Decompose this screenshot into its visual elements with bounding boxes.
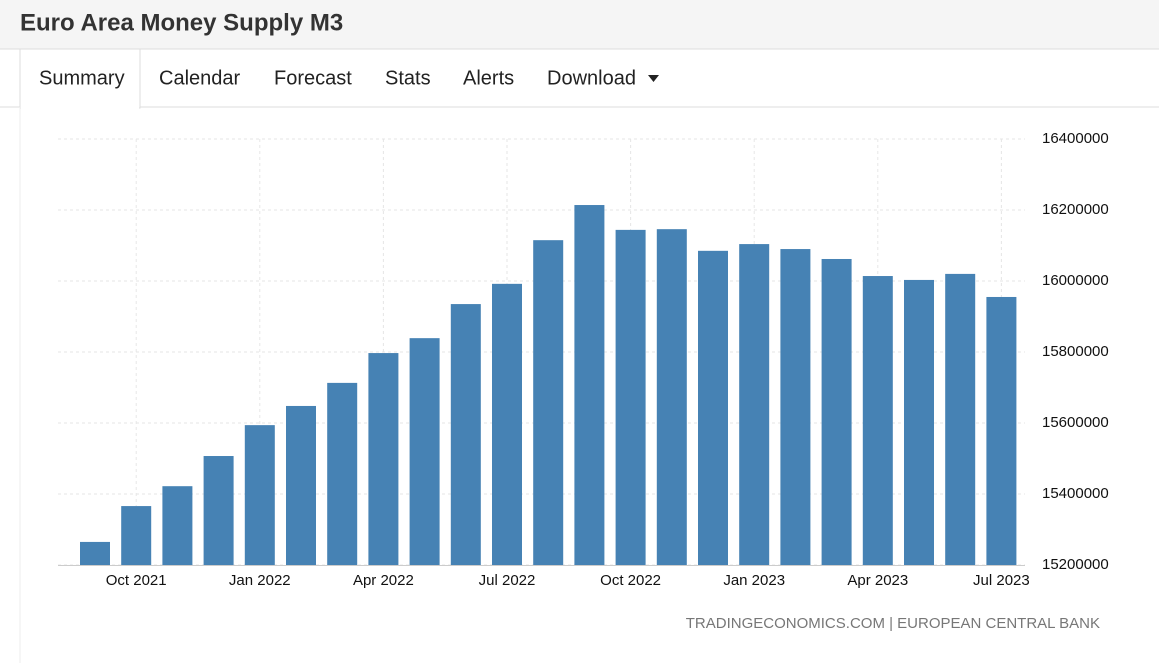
bar: [780, 249, 811, 566]
tab[interactable]: Download: [547, 67, 636, 89]
x-tick-label: Oct 2022: [600, 572, 661, 589]
x-tick-label: Oct 2021: [106, 572, 167, 589]
active-tab-gap: [21, 104, 139, 110]
bar: [450, 304, 481, 565]
tab[interactable]: Calendar: [159, 67, 241, 89]
bar: [80, 541, 110, 565]
bar: [162, 486, 193, 565]
bar: [533, 240, 564, 566]
bar: [904, 279, 934, 565]
y-tick-label: 15400000: [1042, 485, 1109, 502]
bar: [656, 229, 687, 566]
y-tick-label: 16000000: [1042, 272, 1109, 289]
x-tick-label: Apr 2023: [847, 572, 908, 589]
y-tick-label: 15800000: [1042, 343, 1109, 360]
bar: [739, 244, 770, 565]
x-tick-label: Jul 2023: [973, 572, 1030, 589]
bar: [286, 405, 316, 565]
bar: [574, 205, 605, 565]
dropdown-caret: [648, 75, 659, 82]
x-tick-label: Apr 2022: [353, 572, 414, 589]
source: TRADINGECONOMICS.COM | EUROPEAN CENTRAL …: [686, 615, 1100, 632]
x-tick-label: Jul 2022: [479, 572, 536, 589]
y-tick-label: 15600000: [1042, 414, 1109, 431]
y-tick-label: 15200000: [1042, 556, 1109, 573]
bar: [244, 425, 275, 565]
bar: [492, 283, 522, 565]
bar: [862, 276, 893, 565]
tab[interactable]: Forecast: [274, 67, 352, 89]
y-tick-label: 16200000: [1042, 201, 1109, 218]
bar: [368, 353, 399, 565]
y-tick-label: 16400000: [1042, 130, 1109, 147]
bar: [327, 382, 358, 565]
header-bar: [0, 0, 1159, 49]
bar: [945, 273, 976, 565]
tab[interactable]: Summary: [39, 67, 125, 89]
bar: [986, 296, 1017, 565]
bar: [203, 456, 234, 565]
page-title: Euro Area Money Supply M3: [20, 9, 343, 36]
bar: [615, 229, 646, 565]
bar: [121, 506, 152, 565]
active-tab-box: [19, 48, 141, 109]
tab[interactable]: Stats: [385, 67, 431, 89]
x-tick-label: Jan 2023: [723, 572, 785, 589]
x-tick-label: Jan 2022: [229, 572, 291, 589]
chart: 15200000 15400000 15600000 15800000 16000000…: [58, 130, 1109, 589]
bar: [698, 250, 728, 565]
bar: [409, 338, 440, 565]
bar: [821, 258, 852, 565]
tab[interactable]: Alerts: [463, 67, 514, 89]
